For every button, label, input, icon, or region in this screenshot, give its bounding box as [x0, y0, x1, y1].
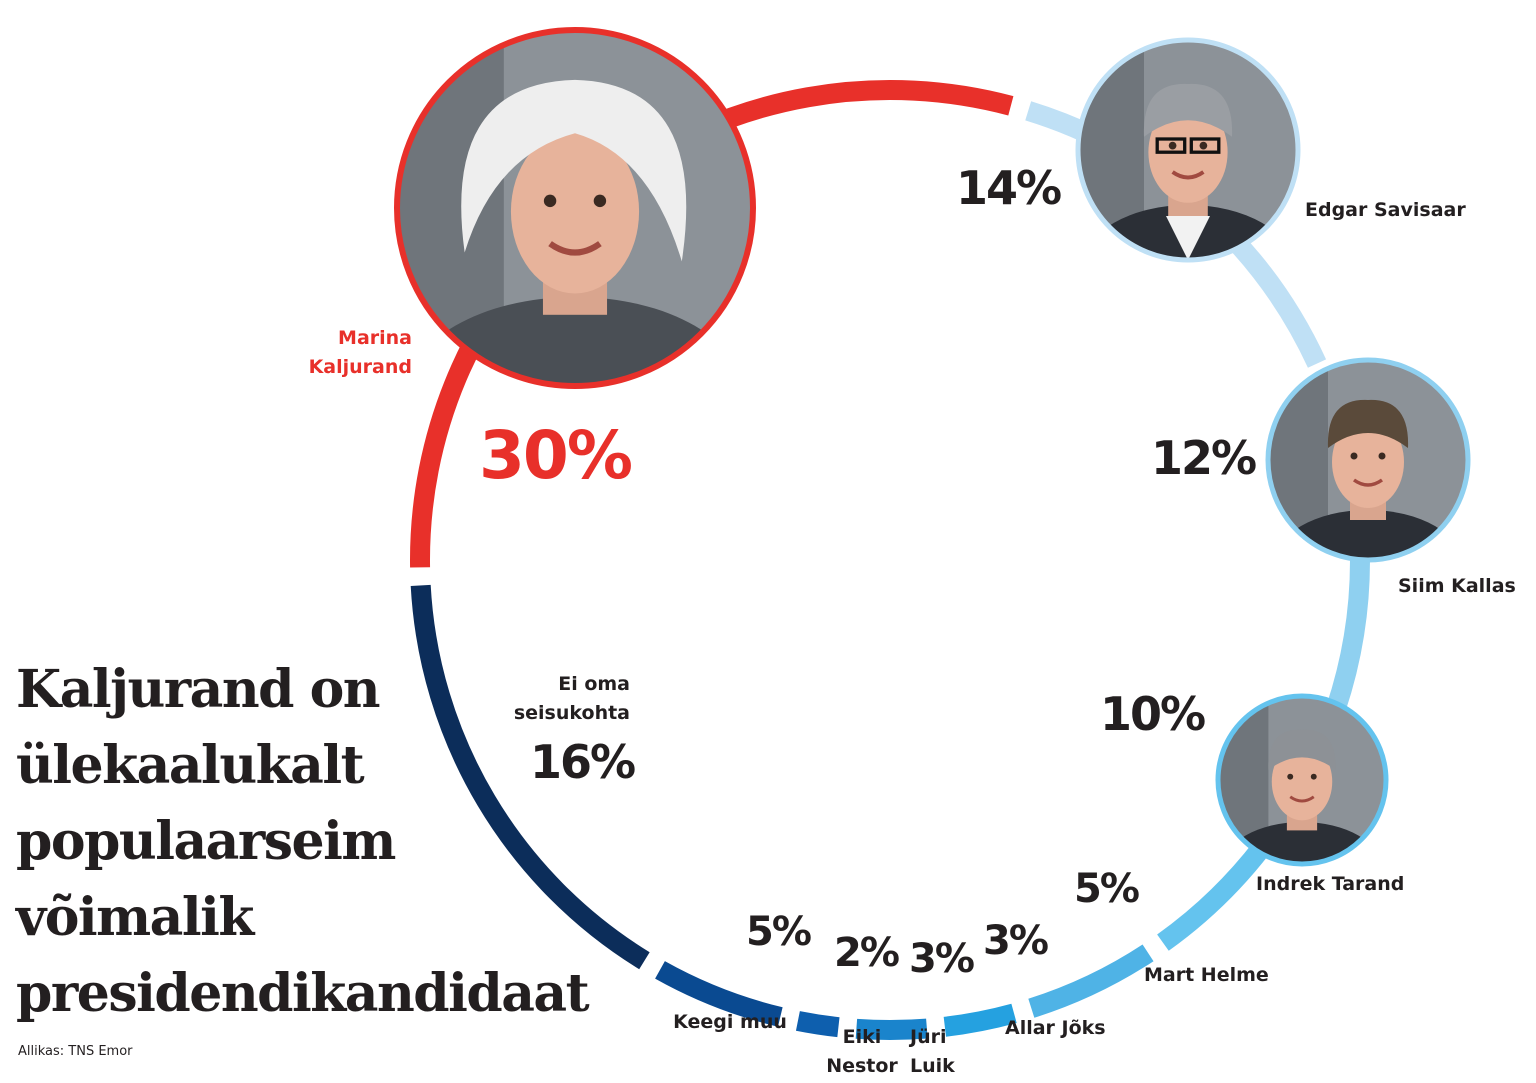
- value-label-helme: 5%: [1074, 866, 1139, 912]
- name-label-luik: Jüri Luik: [908, 1026, 955, 1077]
- name-label-keegi_muu: Keegi muu: [673, 1011, 787, 1033]
- value-label-luik: 3%: [909, 936, 974, 982]
- ring-segment-luik: [855, 1018, 928, 1040]
- value-label-ei_oma: 16%: [530, 735, 635, 789]
- value-label-kaljurand: 30%: [479, 417, 632, 494]
- name-label-helme: Mart Helme: [1144, 964, 1269, 986]
- value-label-savisaar: 14%: [956, 161, 1061, 215]
- headline-line: võimalik: [16, 887, 254, 948]
- name-label-kallas: Siim Kallas: [1398, 575, 1516, 597]
- ring-segment-helme: [1028, 944, 1154, 1018]
- name-label-kaljurand: Marina Kaljurand: [309, 327, 412, 378]
- headline-line: Kaljurand on: [16, 659, 381, 720]
- photo-savisaar: [1075, 37, 1301, 263]
- name-label-tarand: Indrek Tarand: [1256, 873, 1404, 895]
- name-label-ei_oma: Ei oma seisukohta: [514, 673, 630, 724]
- photo-kallas: [1265, 357, 1471, 563]
- headline-line: ülekaalukalt: [16, 735, 365, 796]
- source-note: Allikas: TNS Emor: [18, 1044, 133, 1059]
- headline-line: populaarseim: [16, 811, 396, 872]
- name-label-joks: Allar Jõks: [1005, 1017, 1106, 1039]
- headline: Kaljurand on ülekaalukalt populaarseim v…: [16, 652, 616, 1032]
- value-label-tarand: 10%: [1100, 687, 1205, 741]
- ring-segment-ei_oma: [410, 584, 650, 970]
- ring-segment-joks: [943, 1003, 1017, 1037]
- value-label-joks: 3%: [983, 918, 1048, 964]
- name-label-nestor: Eiki Nestor: [826, 1026, 898, 1077]
- ring-segment-keegi_muu: [655, 961, 783, 1027]
- value-label-nestor: 2%: [834, 930, 899, 976]
- headline-line: presidendikandidaat: [16, 963, 590, 1024]
- ring-segment-nestor: [795, 1011, 840, 1038]
- name-label-savisaar: Edgar Savisaar: [1305, 199, 1466, 221]
- value-label-keegi_muu: 5%: [746, 909, 811, 955]
- value-label-kallas: 12%: [1151, 431, 1256, 485]
